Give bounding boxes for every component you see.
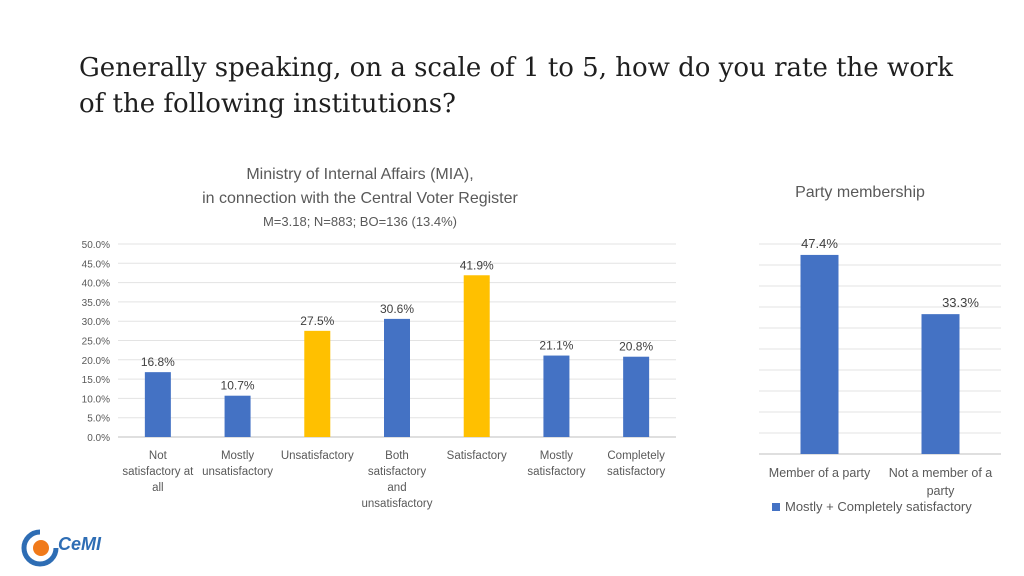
data-label: 47.4%: [801, 236, 838, 251]
data-label: 10.7%: [221, 379, 255, 393]
x-tick-label: party: [927, 484, 956, 498]
data-label: 27.5%: [300, 314, 334, 328]
bar: [304, 330, 331, 437]
chart-legend: Mostly + Completely satisfactory: [772, 499, 972, 514]
bar: [224, 395, 251, 437]
data-label: 21.1%: [539, 339, 573, 353]
y-tick-label: 40.0%: [82, 279, 110, 290]
y-tick-label: 35.0%: [82, 298, 110, 309]
bar: [623, 356, 650, 437]
data-label: 16.8%: [141, 355, 175, 369]
bar: [921, 314, 960, 454]
chart-subtitle: M=3.18; N=883; BO=136 (13.4%): [262, 214, 458, 229]
x-tick-label: Unsatisfactory: [281, 450, 354, 462]
x-tick-label: Mostly: [540, 450, 573, 462]
x-tick-label: Satisfactory: [447, 450, 507, 462]
y-tick-label: 25.0%: [82, 337, 110, 348]
y-tick-label: 45.0%: [82, 259, 110, 270]
chart-title: Ministry of Internal Affairs (MIA),: [246, 166, 474, 183]
data-label: 41.9%: [460, 258, 494, 272]
x-tick-label: Not a member of a: [889, 466, 993, 480]
x-tick-label: unsatisfactory: [362, 498, 433, 510]
bar: [543, 355, 570, 437]
data-label: 30.6%: [380, 302, 414, 316]
chart-title-line2: in connection with the Central Voter Reg…: [202, 190, 518, 207]
x-tick-label: Mostly: [221, 450, 254, 462]
y-tick-label: 0.0%: [87, 433, 110, 444]
x-tick-label: and: [387, 482, 406, 494]
bar: [144, 372, 171, 437]
x-tick-label: satisfactory: [527, 466, 585, 478]
x-tick-label: all: [152, 482, 164, 494]
data-label: 33.3%: [942, 295, 979, 310]
party-chart-title: Party membership: [795, 184, 925, 201]
bar: [800, 254, 839, 454]
x-tick-label: Both: [385, 450, 409, 462]
bar: [463, 275, 490, 437]
x-tick-label: Not: [149, 450, 168, 462]
data-label: 20.8%: [619, 340, 653, 354]
legend-swatch: [772, 502, 780, 511]
bar: [384, 318, 410, 437]
logo-text: CeMI: [58, 534, 102, 554]
legend-label: Mostly + Completely satisfactory: [785, 499, 972, 514]
x-tick-label: Completely: [607, 450, 665, 462]
logo-emblem-icon: [21, 529, 59, 567]
y-tick-label: 5.0%: [87, 414, 110, 425]
x-tick-label: Member of a party: [769, 466, 871, 480]
x-tick-label: satisfactory: [368, 466, 426, 478]
y-tick-label: 30.0%: [82, 317, 110, 328]
y-tick-label: 10.0%: [82, 394, 110, 405]
x-tick-label: satisfactory: [607, 466, 665, 478]
x-tick-label: unsatisfactory: [202, 466, 273, 478]
cemi-logo: CeMI: [20, 528, 120, 572]
y-tick-label: 20.0%: [82, 356, 110, 367]
x-tick-label: satisfactory at: [122, 466, 194, 478]
y-tick-label: 15.0%: [82, 375, 110, 386]
y-tick-label: 50.0%: [82, 240, 110, 251]
page-title: Generally speaking, on a scale of 1 to 5…: [79, 53, 954, 119]
